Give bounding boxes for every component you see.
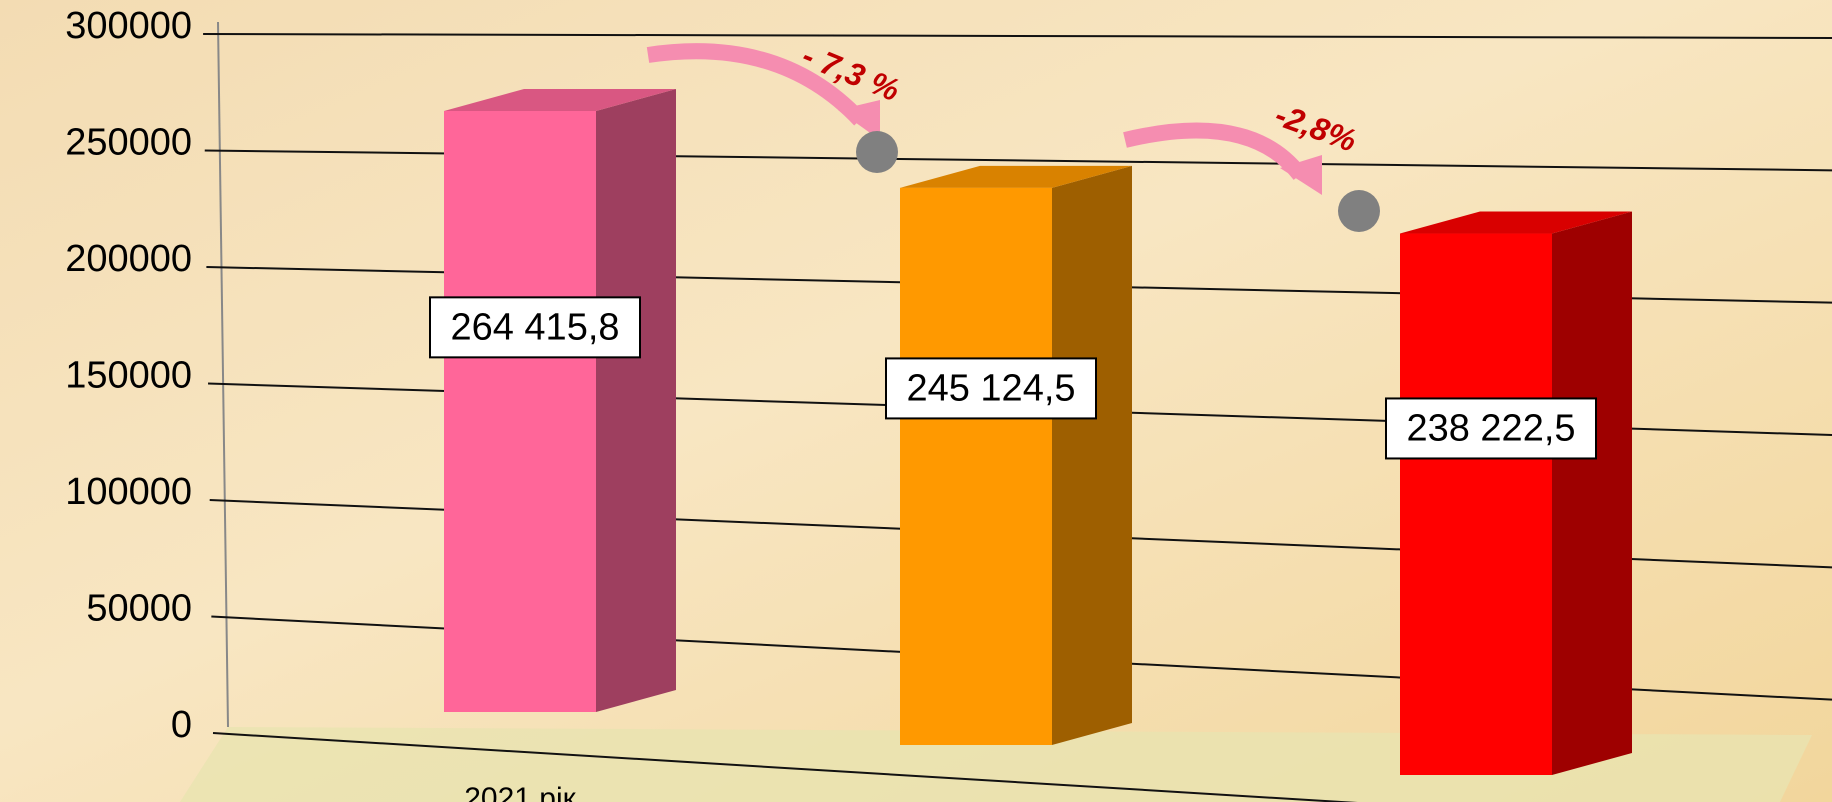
y-tick-label: 250000 <box>65 122 192 164</box>
value-label: 245 124,5 <box>906 367 1075 409</box>
bar-side <box>596 89 676 712</box>
y-tick-label: 200000 <box>65 238 192 280</box>
value-label: 264 415,8 <box>450 306 619 348</box>
bar-side <box>1552 212 1632 775</box>
page: 264 415,8245 124,5238 222,5 - 7,3 % -2,8… <box>0 0 1832 802</box>
bar <box>444 111 596 712</box>
bar <box>900 188 1052 745</box>
y-tick-label: 0 <box>171 704 192 746</box>
x-tick-label: 2021 рік <box>464 782 576 802</box>
y-tick-label: 100000 <box>65 471 192 513</box>
marker-dot <box>1338 190 1380 232</box>
chart: 264 415,8245 124,5238 222,5 - 7,3 % -2,8… <box>0 0 1832 802</box>
y-tick-label: 300000 <box>65 5 192 47</box>
marker-dot <box>856 131 898 173</box>
value-label: 238 222,5 <box>1406 407 1575 449</box>
y-tick-label: 150000 <box>65 355 192 397</box>
bar <box>1400 234 1552 775</box>
y-tick-label: 50000 <box>86 588 192 630</box>
bar-side <box>1052 166 1132 745</box>
